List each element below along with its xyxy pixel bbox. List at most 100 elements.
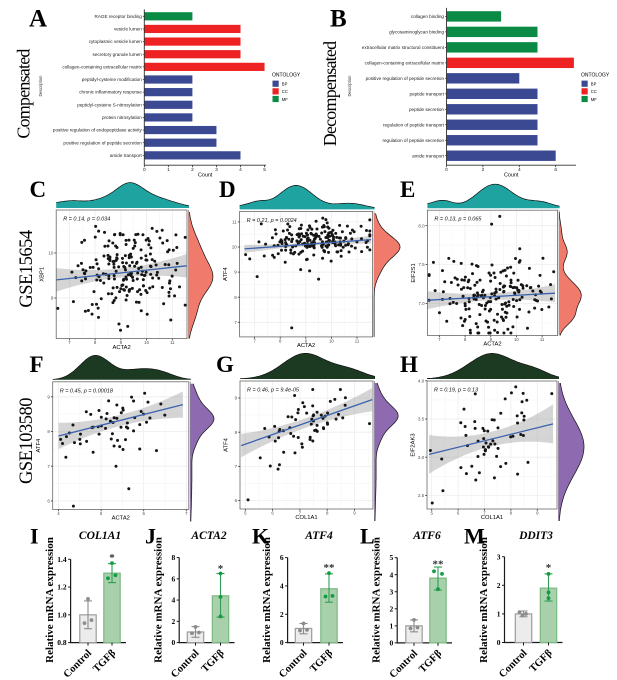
svg-text:collagen binding: collagen binding xyxy=(411,14,445,19)
svg-text:cytoplasmic vesicle lumen: cytoplasmic vesicle lumen xyxy=(89,39,143,44)
svg-text:DDIT3: DDIT3 xyxy=(518,530,553,542)
svg-text:protein nitrosylation: protein nitrosylation xyxy=(102,115,142,120)
svg-text:C: C xyxy=(30,177,47,202)
svg-text:9: 9 xyxy=(536,511,539,516)
svg-text:1: 1 xyxy=(389,622,393,631)
svg-text:10: 10 xyxy=(514,337,519,342)
svg-text:Relative mRNA expression: Relative mRNA expression xyxy=(478,537,490,663)
svg-text:*: * xyxy=(218,563,224,575)
svg-text:positive regulation of endopep: positive regulation of endopeptidase act… xyxy=(53,128,143,133)
svg-text:2: 2 xyxy=(171,617,175,626)
svg-text:secretory granule lumen: secretory granule lumen xyxy=(93,52,143,57)
svg-text:Relative mRNA expression: Relative mRNA expression xyxy=(153,537,165,663)
svg-text:2: 2 xyxy=(389,604,393,613)
svg-text:BP: BP xyxy=(591,82,597,87)
svg-text:2: 2 xyxy=(482,167,485,173)
svg-text:6: 6 xyxy=(280,553,284,562)
svg-text:10: 10 xyxy=(232,245,238,250)
svg-text:1.2: 1.2 xyxy=(57,583,67,592)
svg-text:1: 1 xyxy=(497,610,501,619)
svg-text:Description: Description xyxy=(347,75,352,97)
svg-text:9: 9 xyxy=(235,396,238,401)
svg-text:5: 5 xyxy=(244,511,247,516)
svg-text:R = 0.14, p = 0.034: R = 0.14, p = 0.034 xyxy=(63,217,110,223)
svg-text:ACTA2: ACTA2 xyxy=(112,516,130,522)
svg-text:8: 8 xyxy=(279,339,282,344)
svg-text:7.5: 7.5 xyxy=(418,262,425,267)
svg-text:0: 0 xyxy=(389,639,393,648)
svg-text:4: 4 xyxy=(280,582,284,591)
svg-text:ONTOLOGY: ONTOLOGY xyxy=(581,73,610,79)
svg-text:2.5: 2.5 xyxy=(418,493,425,498)
svg-text:3.0: 3.0 xyxy=(418,455,425,460)
svg-text:8: 8 xyxy=(47,429,50,434)
svg-text:6: 6 xyxy=(142,511,145,516)
svg-text:COL1A1: COL1A1 xyxy=(79,530,121,542)
svg-text:6: 6 xyxy=(271,511,274,516)
svg-text:**: ** xyxy=(324,562,336,574)
svg-text:8: 8 xyxy=(326,511,329,516)
svg-text:7: 7 xyxy=(47,464,50,469)
svg-text:ATF4: ATF4 xyxy=(36,438,42,453)
svg-text:RAGE receptor binding: RAGE receptor binding xyxy=(95,14,143,19)
svg-text:extracellular matrix structura: extracellular matrix structural constitu… xyxy=(362,45,445,50)
svg-text:0.8: 0.8 xyxy=(57,638,67,647)
svg-text:7: 7 xyxy=(185,511,188,516)
svg-text:0: 0 xyxy=(280,638,284,647)
svg-text:Count: Count xyxy=(198,173,213,179)
svg-text:L: L xyxy=(360,524,375,549)
svg-text:7: 7 xyxy=(235,464,238,469)
svg-text:7: 7 xyxy=(253,339,256,344)
svg-text:ATF4: ATF4 xyxy=(224,437,230,452)
svg-text:amide transport: amide transport xyxy=(412,153,445,158)
svg-text:Relative mRNA expression: Relative mRNA expression xyxy=(261,537,273,663)
svg-text:8: 8 xyxy=(235,430,238,435)
svg-text:6: 6 xyxy=(47,499,50,504)
svg-text:D: D xyxy=(219,177,236,202)
svg-text:positive regulation of peptide: positive regulation of peptide secretion xyxy=(366,76,445,81)
svg-text:4: 4 xyxy=(57,511,60,516)
svg-text:EIF2S1: EIF2S1 xyxy=(411,263,417,282)
svg-text:chronic inflammatory response: chronic inflammatory response xyxy=(79,90,142,95)
svg-text:5: 5 xyxy=(430,511,433,516)
svg-text:9: 9 xyxy=(234,270,237,275)
svg-text:regulation of peptide secretio: regulation of peptide secretion xyxy=(382,138,444,143)
svg-text:2: 2 xyxy=(497,581,501,590)
svg-text:ACTA2: ACTA2 xyxy=(297,343,315,349)
svg-text:GSE103580: GSE103580 xyxy=(17,398,37,484)
svg-text:7: 7 xyxy=(234,320,237,325)
svg-text:B: B xyxy=(330,6,347,33)
svg-text:6: 6 xyxy=(457,511,460,516)
svg-text:2: 2 xyxy=(280,610,284,619)
svg-text:peptidyl-cysteine S-nitrosylat: peptidyl-cysteine S-nitrosylation xyxy=(77,102,142,107)
svg-text:R = 0.13, p = 0.065: R = 0.13, p = 0.065 xyxy=(434,217,482,223)
svg-text:8.0: 8.0 xyxy=(418,223,425,228)
svg-text:1.4: 1.4 xyxy=(57,555,67,564)
svg-text:9: 9 xyxy=(353,511,356,516)
svg-text:11: 11 xyxy=(232,220,237,225)
svg-text:ACTA2: ACTA2 xyxy=(190,530,226,542)
svg-text:Compensated: Compensated xyxy=(14,49,34,139)
svg-text:7: 7 xyxy=(483,511,486,516)
svg-text:A: A xyxy=(29,6,47,33)
svg-text:1.0: 1.0 xyxy=(57,610,67,619)
svg-text:10: 10 xyxy=(48,251,54,256)
svg-text:K: K xyxy=(252,524,269,549)
svg-text:3: 3 xyxy=(215,167,218,173)
svg-text:Description: Description xyxy=(38,75,43,97)
svg-text:1: 1 xyxy=(167,167,170,173)
svg-text:11: 11 xyxy=(355,339,360,344)
svg-text:COL1A1: COL1A1 xyxy=(481,515,503,521)
svg-text:R = 0.19, p = 0.13: R = 0.19, p = 0.13 xyxy=(434,388,479,394)
svg-text:peptidyl-cysteine modification: peptidyl-cysteine modification xyxy=(82,77,142,82)
svg-text:9: 9 xyxy=(47,394,50,399)
svg-text:collagen-containing extracellu: collagen-containing extracellular matrix xyxy=(365,60,445,65)
svg-text:**: ** xyxy=(433,559,445,571)
svg-text:regulation of peptide transpor: regulation of peptide transport xyxy=(383,122,445,127)
svg-text:8: 8 xyxy=(234,295,237,300)
svg-text:10: 10 xyxy=(329,339,334,344)
svg-text:peptide transport: peptide transport xyxy=(410,91,445,96)
svg-text:8: 8 xyxy=(94,340,97,345)
svg-text:0: 0 xyxy=(497,638,501,647)
svg-text:R = 0.45, p = 0.00018: R = 0.45, p = 0.00018 xyxy=(60,388,114,394)
